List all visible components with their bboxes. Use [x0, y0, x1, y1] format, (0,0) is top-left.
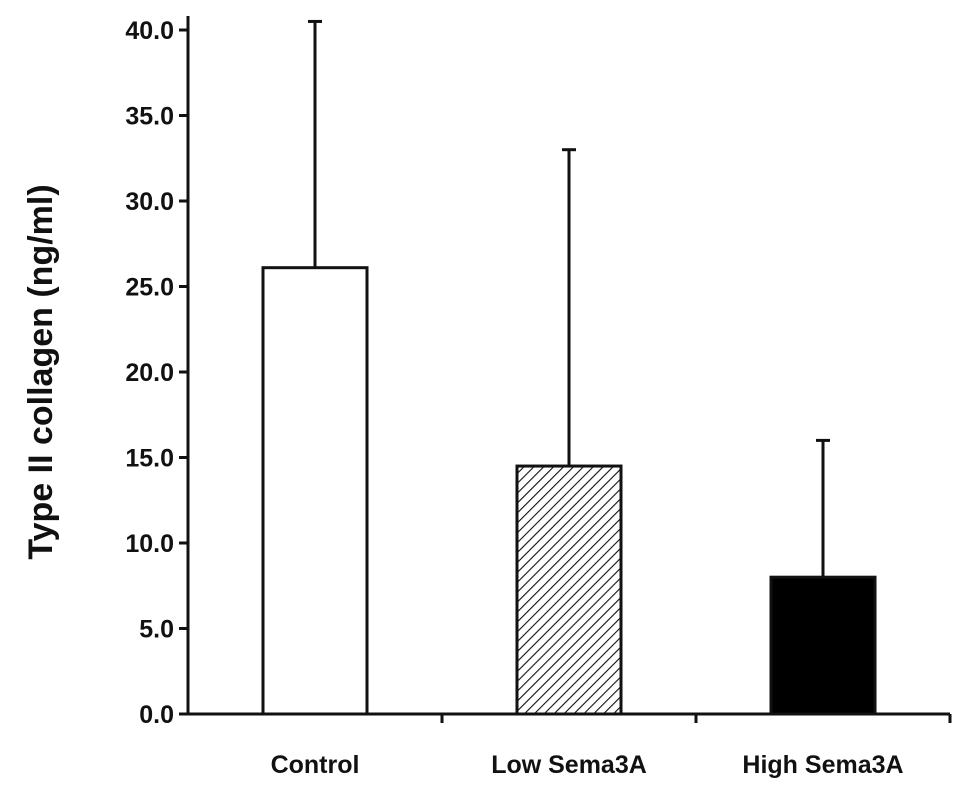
x-category-label: Control: [271, 751, 360, 779]
plot-area: 0.0 5.0 10.0 15.0 20.0 25.0 30.0 35.0 40.0 Contro…: [125, 16, 952, 779]
bar-control: [261, 266, 369, 716]
y-tick-label: 0.0: [139, 701, 174, 729]
y-axis-title: Type II collagen (ng/ml): [22, 184, 60, 559]
y-tick-label: 40.0: [125, 17, 174, 45]
y-tick-label: 15.0: [125, 445, 174, 473]
y-tick-label: 30.0: [125, 188, 174, 216]
y-tick-label: 35.0: [125, 103, 174, 131]
y-tick-label: 10.0: [125, 530, 174, 558]
x-category-label: Low Sema3A: [491, 751, 647, 779]
bar-high-sema3a: [769, 575, 877, 716]
x-category-label: High Sema3A: [742, 751, 903, 779]
bar-low-sema3a: [515, 464, 623, 716]
y-tick-label: 5.0: [139, 616, 174, 644]
y-tick-label: 20.0: [125, 359, 174, 387]
y-tick-label: 25.0: [125, 274, 174, 302]
